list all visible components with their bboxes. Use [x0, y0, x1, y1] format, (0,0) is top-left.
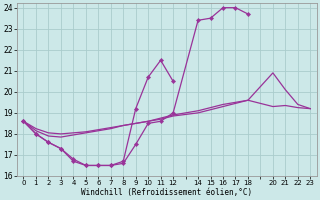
- X-axis label: Windchill (Refroidissement éolien,°C): Windchill (Refroidissement éolien,°C): [81, 188, 252, 197]
